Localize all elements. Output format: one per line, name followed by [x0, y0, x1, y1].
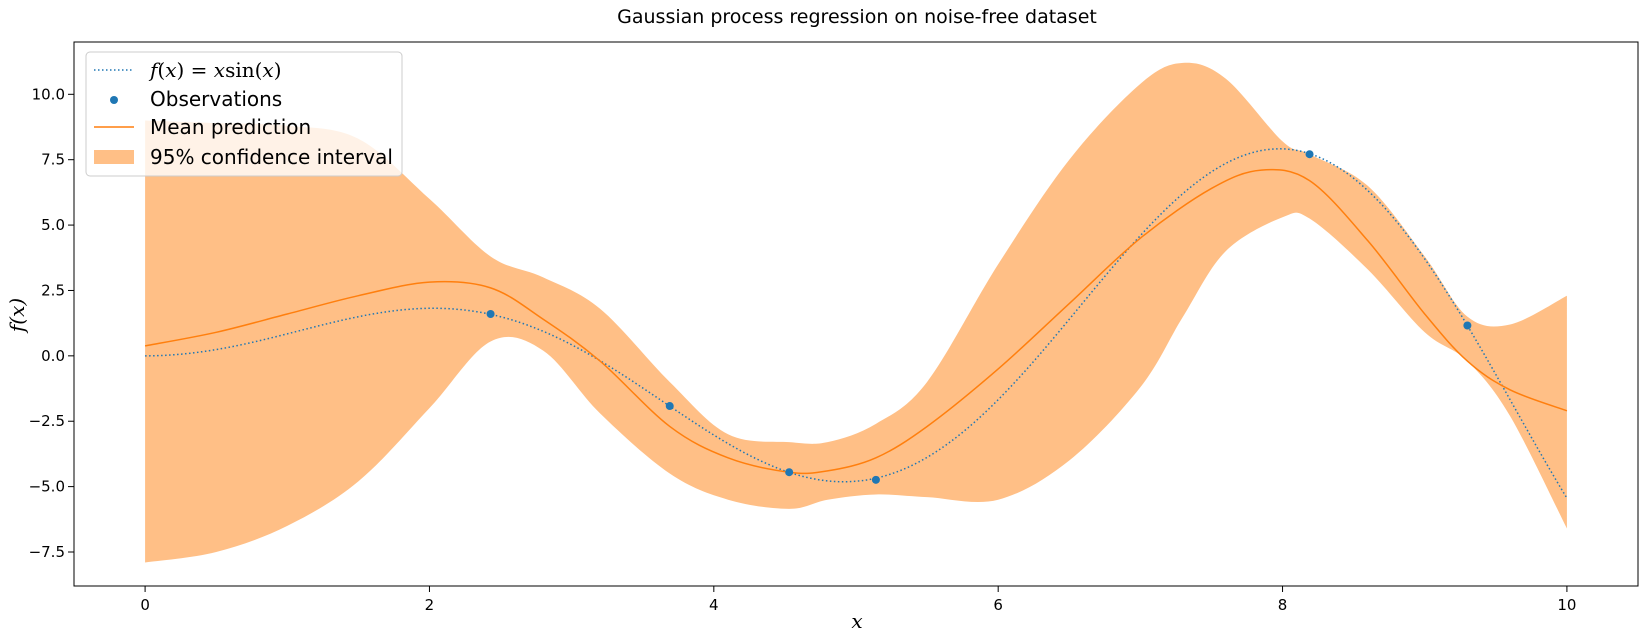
x-tick-label: 8 [1278, 596, 1288, 614]
plot-area [144, 62, 1568, 563]
x-tick-label: 6 [993, 596, 1003, 614]
observation-point [665, 402, 674, 411]
legend-ci-label: 95% confidence interval [150, 145, 393, 169]
axes: 0 2 4 6 8 10 −7.5 −5.0 −2.5 0.0 2.5 5.0 7.5 10.0 [29, 41, 1639, 614]
y-tick-label: −7.5 [29, 543, 65, 561]
x-tick-label: 2 [425, 596, 435, 614]
observation-point [1463, 321, 1472, 330]
legend-observations-label: Observations [150, 87, 282, 111]
x-axis-label: x [851, 609, 862, 633]
y-tick-label: 2.5 [41, 281, 65, 299]
y-tick-label: 7.5 [41, 151, 65, 169]
legend-observations-swatch [110, 96, 118, 104]
true-function-line [145, 148, 1568, 499]
legend-box [85, 51, 403, 177]
x-tick-label: 10 [1557, 596, 1576, 614]
observation-point [871, 475, 880, 484]
y-tick-label: 10.0 [32, 85, 65, 103]
observation-point [1305, 150, 1314, 159]
mean-prediction-line [144, 168, 1568, 475]
observation-point [785, 468, 794, 477]
legend: f(x) = xsin(x) Observations Mean predict… [85, 51, 403, 177]
axes-frame [73, 41, 1639, 587]
y-tick-label: −2.5 [29, 412, 65, 430]
chart-title: Gaussian process regression on noise-fre… [617, 6, 1097, 28]
legend-true-function-label: f(x) = xsin(x) [148, 58, 282, 82]
observation-point [486, 310, 495, 318]
y-tick-label: 5.0 [41, 216, 65, 234]
legend-ci-swatch [94, 150, 134, 164]
x-tick-label: 4 [709, 596, 719, 614]
y-tick-label: 0.0 [41, 347, 65, 365]
plot-series-group [144, 62, 1568, 563]
y-axis-label: f(x) [5, 298, 29, 334]
legend-mean-label: Mean prediction [150, 115, 311, 139]
y-tick-label: −5.0 [29, 478, 65, 496]
x-tick-label: 0 [140, 596, 150, 614]
